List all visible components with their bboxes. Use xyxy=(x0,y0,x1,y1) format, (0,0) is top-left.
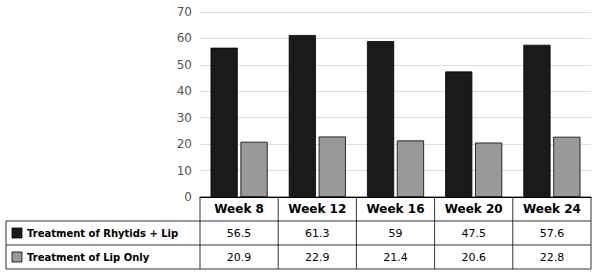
svg-text:20.9: 20.9 xyxy=(227,251,252,264)
svg-text:Week 24: Week 24 xyxy=(523,202,581,216)
svg-text:22.8: 22.8 xyxy=(540,251,565,264)
svg-text:57.6: 57.6 xyxy=(540,227,565,240)
svg-text:Treatment of Lip Only: Treatment of Lip Only xyxy=(27,252,150,263)
svg-text:50: 50 xyxy=(177,58,192,72)
svg-text:Treatment of Rhytids + Lip: Treatment of Rhytids + Lip xyxy=(27,228,178,239)
svg-text:40: 40 xyxy=(177,84,192,98)
svg-text:30: 30 xyxy=(177,111,192,125)
svg-text:59: 59 xyxy=(389,227,403,240)
svg-text:0: 0 xyxy=(184,190,192,204)
svg-text:20.6: 20.6 xyxy=(461,251,486,264)
svg-text:56.5: 56.5 xyxy=(227,227,252,240)
svg-text:70: 70 xyxy=(177,5,192,19)
svg-text:Week 12: Week 12 xyxy=(288,202,346,216)
svg-text:60: 60 xyxy=(177,31,192,45)
svg-text:Week 20: Week 20 xyxy=(445,202,503,216)
svg-text:47.5: 47.5 xyxy=(461,227,486,240)
svg-text:20: 20 xyxy=(177,137,192,151)
svg-text:Week 8: Week 8 xyxy=(214,202,264,216)
svg-text:22.9: 22.9 xyxy=(305,251,330,264)
svg-text:Week 16: Week 16 xyxy=(367,202,425,216)
svg-text:21.4: 21.4 xyxy=(383,251,408,264)
svg-text:10: 10 xyxy=(177,164,192,178)
svg-text:61.3: 61.3 xyxy=(305,227,330,240)
